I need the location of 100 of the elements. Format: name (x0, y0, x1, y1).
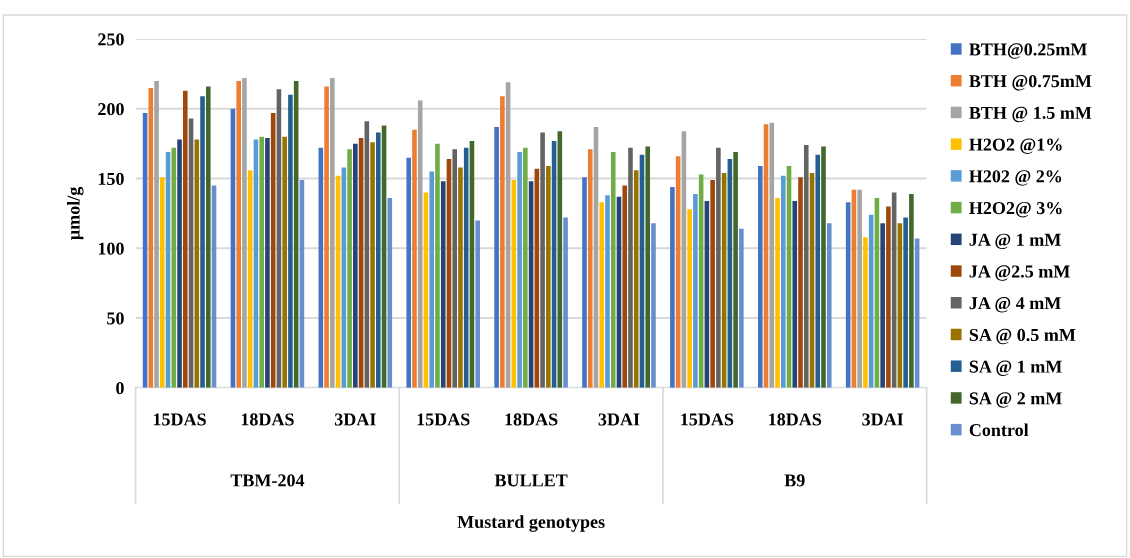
bar (863, 237, 868, 388)
bar (610, 152, 616, 388)
bar (651, 223, 656, 388)
bar (475, 220, 480, 388)
bar (200, 96, 205, 388)
legend-label: SA @ 1 mM (969, 360, 1062, 376)
bar (798, 177, 803, 388)
bar (886, 206, 891, 388)
bar (370, 142, 375, 388)
bar (406, 157, 412, 388)
legend-label: BTH @0.75mM (969, 75, 1092, 91)
bar (803, 145, 809, 388)
bar (857, 189, 862, 388)
y-tick-label: 50 (107, 312, 124, 325)
bar (605, 195, 610, 388)
bar (687, 209, 692, 388)
bar (733, 152, 738, 388)
bar (517, 152, 522, 388)
bar (417, 100, 423, 388)
bar (587, 149, 593, 388)
bar (582, 177, 587, 388)
x-tick-label: 3DAI (862, 413, 904, 426)
x-tick-label: 3DAI (334, 413, 376, 426)
bar (563, 217, 568, 388)
bar (633, 170, 639, 388)
y-tick-label: 0 (116, 382, 124, 395)
bar (205, 86, 211, 388)
bar (880, 223, 885, 388)
bar (821, 146, 826, 388)
legend-label: JA @2.5 mM (969, 265, 1070, 281)
bar (194, 139, 200, 388)
bar (429, 171, 435, 388)
legend-label: BTH@0.25mM (969, 43, 1087, 59)
bar (540, 132, 545, 388)
bar (757, 166, 763, 388)
bar (903, 217, 908, 388)
bar (330, 78, 335, 388)
bar (353, 143, 358, 388)
bar (412, 129, 417, 388)
bar (324, 86, 329, 388)
bar (622, 185, 628, 388)
legend-label: SA @ 2 mM (969, 392, 1062, 408)
bar (494, 126, 499, 388)
bar (599, 202, 605, 388)
bar (171, 147, 177, 388)
bar (716, 147, 721, 388)
bar (815, 154, 821, 388)
bar (288, 94, 293, 388)
bar (376, 132, 381, 388)
x-tick-label: 15DAS (153, 413, 206, 426)
bar (160, 177, 165, 388)
legend-label: H2O2@ 3% (969, 201, 1062, 218)
bar (452, 149, 457, 388)
bar (739, 228, 744, 388)
x-tick-label: 18DAS (241, 413, 294, 426)
bar (282, 136, 287, 388)
legend-label: JA @ 4 mM (969, 297, 1061, 313)
bar (780, 175, 786, 388)
bar (154, 80, 159, 388)
bar (775, 198, 780, 388)
bar (458, 167, 463, 388)
bar (347, 149, 352, 388)
bar (259, 136, 264, 388)
bar (909, 193, 914, 388)
y-tick-label: 250 (98, 33, 124, 46)
bar (242, 78, 247, 388)
bar (670, 186, 675, 388)
bar (645, 146, 651, 388)
bar (440, 181, 446, 388)
bar (236, 80, 241, 388)
bar (792, 200, 798, 388)
x-axis-title: Mustard genotypes (457, 515, 605, 532)
bar (182, 90, 188, 388)
text: TBM-204 (230, 474, 305, 487)
x-tick-label: 18DAS (505, 413, 558, 426)
text: BULLET (494, 474, 568, 487)
x-tick-label: 18DAS (769, 413, 822, 426)
legend-label: Control (969, 423, 1029, 437)
x-tick-label: 15DAS (681, 413, 734, 426)
bar (435, 143, 440, 388)
bar (693, 193, 698, 388)
x-tick-label: 3DAI (598, 413, 640, 426)
bar (265, 138, 270, 388)
legend-label: H202 @ 2% (969, 170, 1062, 186)
legend-label: BTH @ 1.5 mM (969, 106, 1092, 123)
y-axis-title: µmol/g (67, 186, 84, 240)
legend-label: JA @ 1 mM (969, 233, 1061, 250)
bar (826, 223, 832, 388)
bar (523, 147, 528, 388)
bar (546, 166, 551, 388)
y-tick-label: 100 (98, 242, 124, 255)
x-tick-label: 15DAS (417, 413, 470, 426)
text: B9 (784, 474, 805, 487)
legend-label: H2O2 @1% (969, 138, 1062, 154)
bar (500, 96, 505, 388)
legend-label: SA @ 0.5 mM (969, 328, 1076, 345)
bar (710, 179, 715, 388)
bar (769, 122, 775, 388)
y-tick-label: 150 (98, 172, 124, 185)
bar (628, 147, 633, 388)
